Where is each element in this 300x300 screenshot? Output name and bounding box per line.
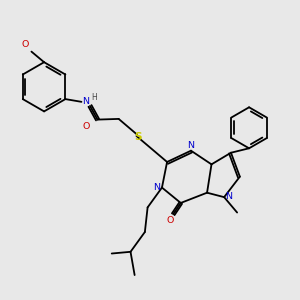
Text: N: N [153,183,160,192]
Text: N: N [225,192,233,201]
Text: O: O [83,122,90,131]
Text: N: N [188,141,194,150]
Text: O: O [21,40,28,49]
Text: O: O [166,215,173,224]
Text: S: S [134,132,142,142]
Text: N: N [82,97,89,106]
Text: H: H [91,92,97,101]
